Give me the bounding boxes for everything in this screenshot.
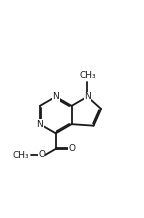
- Text: CH₃: CH₃: [79, 71, 96, 80]
- Text: O: O: [69, 144, 75, 153]
- Text: N: N: [52, 92, 59, 101]
- Text: CH₃: CH₃: [12, 151, 29, 160]
- Text: N: N: [84, 92, 91, 101]
- Text: O: O: [38, 150, 45, 159]
- Text: N: N: [37, 120, 43, 129]
